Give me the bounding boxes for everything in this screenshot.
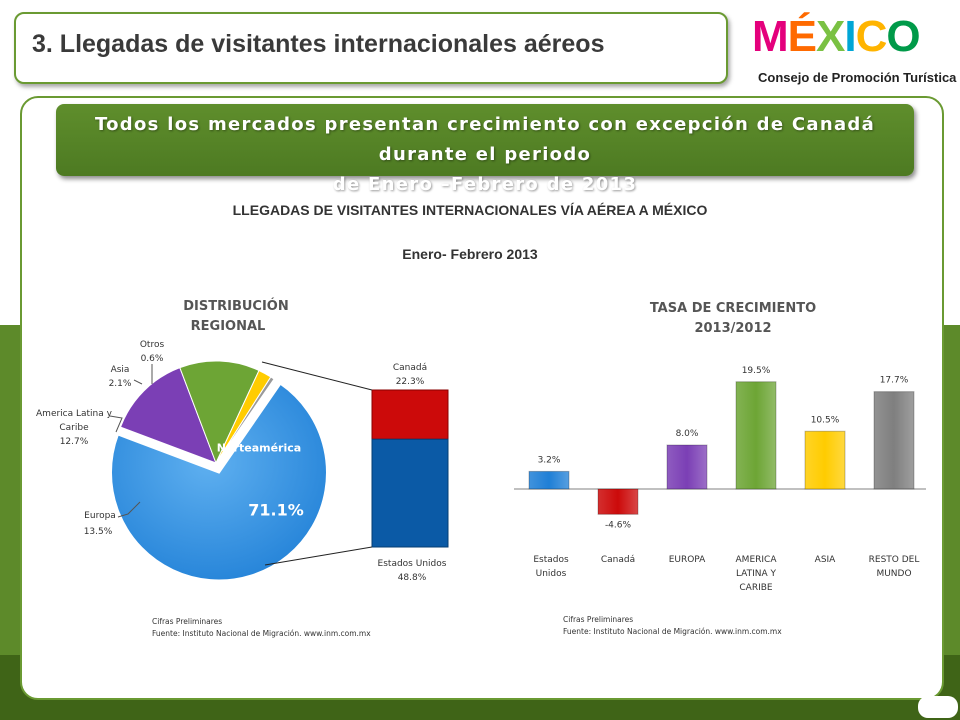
slide-title: 3. Llegadas de visitantes internacionale… — [32, 30, 605, 58]
pie-title-line: REGIONAL — [191, 319, 266, 334]
mexico-logo: MÉXICO Consejo de Promoción Turística — [752, 12, 956, 92]
bar-category-europa: EUROPA — [669, 555, 706, 565]
connector-line-top — [261, 361, 373, 391]
pie-slice-europa — [119, 366, 217, 464]
bar-title-line: 2013/2012 — [694, 321, 771, 336]
bar-title-line: TASA DE CRECIMIENTO — [650, 301, 816, 316]
pie-leader-line — [133, 379, 143, 385]
connector-line-bottom — [264, 546, 373, 566]
breakdown-label-canada: Canadá — [393, 363, 427, 373]
bar-category-canada: Canadá — [601, 555, 635, 565]
bar-category-america-latina-y-caribe: AMERICA — [736, 555, 778, 565]
pie-leader-line — [117, 501, 141, 518]
mexico-logo-wordmark: MÉXICO — [752, 12, 921, 61]
pie-slice-america-latina-y-caribe — [179, 360, 260, 465]
bar-note-line-2: Fuente: Instituto Nacional de Migración.… — [563, 627, 782, 636]
bar-category-asia: ASIA — [815, 555, 837, 565]
breakdown-label-estados-unidos: Estados Unidos — [378, 559, 447, 569]
pie-label-otros: Otros — [140, 340, 165, 350]
bar-america-latina-y-caribe — [735, 381, 777, 490]
pie-label-america-latina-y-caribe: America Latina y — [36, 409, 113, 419]
pie-label-asia: Asia — [111, 365, 130, 375]
banner-line-1: Todos los mercados presentan crecimiento… — [94, 114, 876, 165]
bar-value-asia: 10.5% — [811, 415, 840, 425]
pie-leader-line — [109, 415, 123, 433]
pie-value-europa: 13.5% — [84, 527, 113, 537]
bar-estados-unidos — [528, 470, 570, 490]
main-chart-title: LLEGADAS DE VISITANTES INTERNACIONALES V… — [232, 202, 708, 218]
bar-category-resto-del-mundo: RESTO DEL — [869, 555, 920, 565]
pie-slice-norteamerica — [110, 382, 328, 582]
logo-subtitle: Consejo de Promoción Turística — [758, 70, 957, 85]
bar-value-estados-unidos: 3.2% — [538, 455, 561, 465]
bar-value-canada: -4.6% — [605, 520, 632, 530]
breakdown-value-estados-unidos: 48.8% — [398, 573, 427, 583]
headline-banner: Todos los mercados presentan crecimiento… — [56, 104, 914, 195]
bar-europa — [666, 444, 708, 490]
bar-value-america-latina-y-caribe: 19.5% — [742, 366, 771, 376]
bar-category-america-latina-y-caribe: CARIBE — [739, 583, 773, 593]
banner-line-2: de Enero –Febrero de 2013 — [332, 174, 638, 195]
bar-category-resto-del-mundo: MUNDO — [876, 569, 911, 579]
banner-text: Todos los mercados presentan crecimiento… — [76, 110, 894, 200]
stacked-bar-canada — [371, 389, 449, 440]
stacked-bar-estados-unidos — [371, 438, 449, 548]
pie-label-america-latina-y-caribe: Caribe — [59, 423, 89, 433]
page-indicator — [918, 696, 958, 718]
bar-category-estados-unidos: Estados — [533, 555, 569, 565]
pie-center-label: Norteamérica — [217, 442, 301, 455]
bar-note-line-1: Cifras Preliminares — [563, 615, 633, 624]
pie-value-otros: 0.6% — [141, 354, 164, 364]
pie-slice-otros — [215, 376, 275, 464]
pie-center-value: 71.1% — [248, 501, 304, 520]
title-frame — [14, 12, 728, 84]
bar-canada — [597, 488, 639, 515]
pie-note-line-2: Fuente: Instituto Nacional de Migración.… — [152, 629, 371, 638]
pie-title-line: DISTRIBUCIÓN — [183, 298, 288, 314]
bar-resto-del-mundo — [873, 391, 915, 490]
bar-category-estados-unidos: Unidos — [536, 569, 567, 579]
breakdown-value-canada: 22.3% — [396, 377, 425, 387]
bar-category-america-latina-y-caribe: LATINA Y — [736, 569, 777, 579]
bar-value-europa: 8.0% — [676, 429, 699, 439]
pie-label-europa: Europa — [84, 511, 116, 521]
bar-asia — [804, 430, 846, 490]
main-chart-subtitle: Enero- Febrero 2013 — [402, 246, 538, 262]
pie-value-asia: 2.1% — [109, 379, 132, 389]
pie-note-line-1: Cifras Preliminares — [152, 617, 222, 626]
pie-value-america-latina-y-caribe: 12.7% — [60, 437, 89, 447]
bar-value-resto-del-mundo: 17.7% — [880, 376, 909, 386]
